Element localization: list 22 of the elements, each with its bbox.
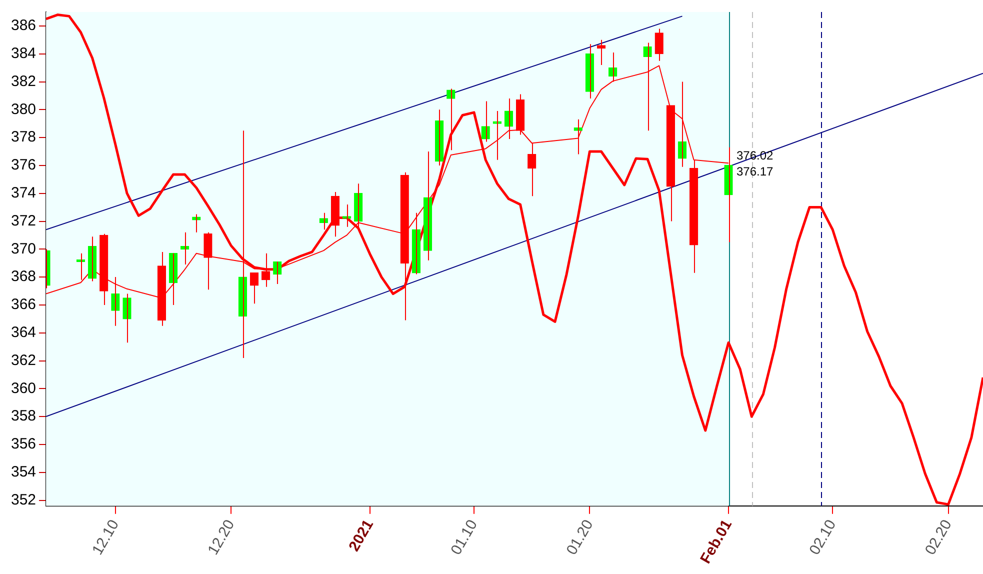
candlestick — [204, 232, 212, 290]
y-tick-label: 356 — [10, 436, 36, 453]
y-tick-label: 366 — [10, 296, 36, 314]
y-tick-label: 364 — [10, 324, 36, 341]
y-tick-label: 378 — [10, 128, 36, 146]
candlestick — [122, 293, 132, 344]
y-tick-label: 376 — [10, 156, 36, 174]
y-tick-label: 370 — [10, 240, 36, 258]
y-tick-label: 380 — [10, 100, 36, 118]
y-tick-label: 358 — [10, 408, 36, 425]
annotation: 376.17 — [736, 164, 774, 178]
y-tick-label: 362 — [10, 352, 36, 369]
y-tick-label: 382 — [10, 72, 36, 90]
y-tick-label: 360 — [10, 380, 36, 397]
y-tick-label: 386 — [10, 17, 36, 34]
y-tick-label: 354 — [10, 464, 36, 481]
y-tick-label: 372 — [10, 212, 36, 230]
y-tick-label: 352 — [10, 491, 36, 508]
y-tick-label: 384 — [10, 44, 36, 62]
candlestick — [342, 204, 352, 228]
y-tick-label: 368 — [10, 268, 36, 286]
y-tick-label: 374 — [10, 184, 36, 202]
